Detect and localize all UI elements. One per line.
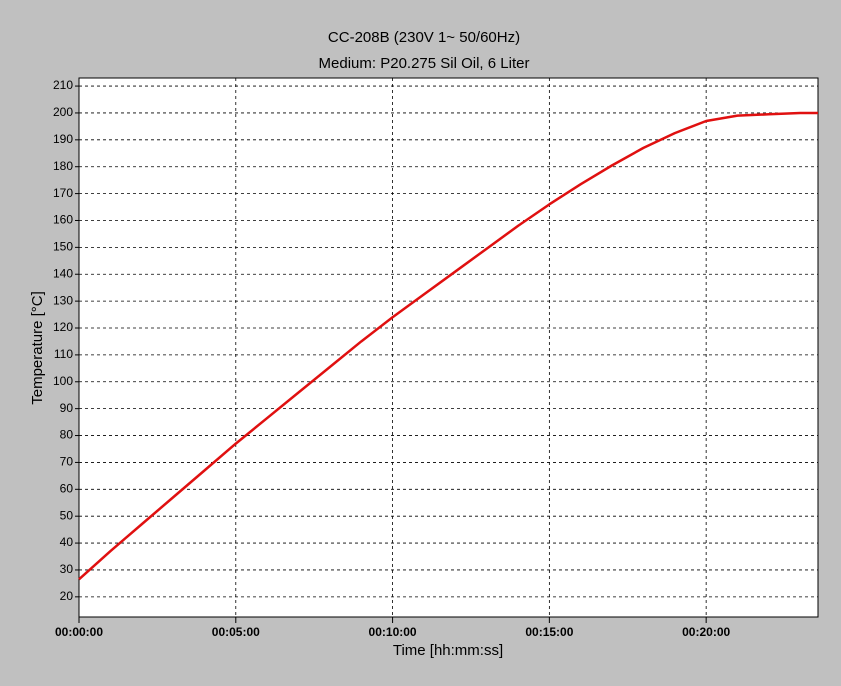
plot-area: [78, 77, 819, 618]
y-tick-label: 210: [53, 78, 73, 92]
y-tick-label: 150: [53, 240, 73, 254]
chart-subtitle: Medium: P20.275 Sil Oil, 6 Liter: [319, 55, 530, 72]
y-tick-label: 100: [53, 374, 73, 388]
y-tick-label: 130: [53, 293, 73, 307]
y-tick-label: 190: [53, 132, 73, 146]
y-tick-label: 20: [60, 589, 74, 603]
y-tick-label: 40: [60, 535, 74, 549]
y-tick-label: 50: [60, 508, 74, 522]
x-axis-label: Time [hh:mm:ss]: [393, 642, 503, 659]
y-axis-label: Temperature [°C]: [29, 291, 46, 405]
y-tick-label: 120: [53, 320, 73, 334]
y-tick-label: 110: [54, 347, 73, 361]
x-tick-label: 00:15:00: [525, 625, 573, 639]
y-tick-label: 140: [53, 266, 73, 280]
line-series: [78, 111, 818, 581]
y-tick-label: 170: [53, 186, 73, 200]
x-tick-label: 00:05:00: [212, 625, 260, 639]
y-tick-label: 200: [53, 105, 73, 119]
x-tick-label: 00:20:00: [682, 625, 730, 639]
y-tick-label: 70: [60, 455, 74, 469]
y-tick-label: 160: [53, 213, 73, 227]
y-tick-label: 30: [60, 562, 74, 576]
y-tick-label: 60: [60, 481, 74, 495]
y-tick-label: 90: [60, 401, 74, 415]
x-tick-label: 00:10:00: [369, 625, 417, 639]
y-tick-label: 80: [60, 428, 74, 442]
y-tick-label: 180: [53, 159, 73, 173]
x-tick-label: 00:00:00: [55, 625, 103, 639]
chart-title: CC-208B (230V 1~ 50/60Hz): [328, 29, 520, 46]
